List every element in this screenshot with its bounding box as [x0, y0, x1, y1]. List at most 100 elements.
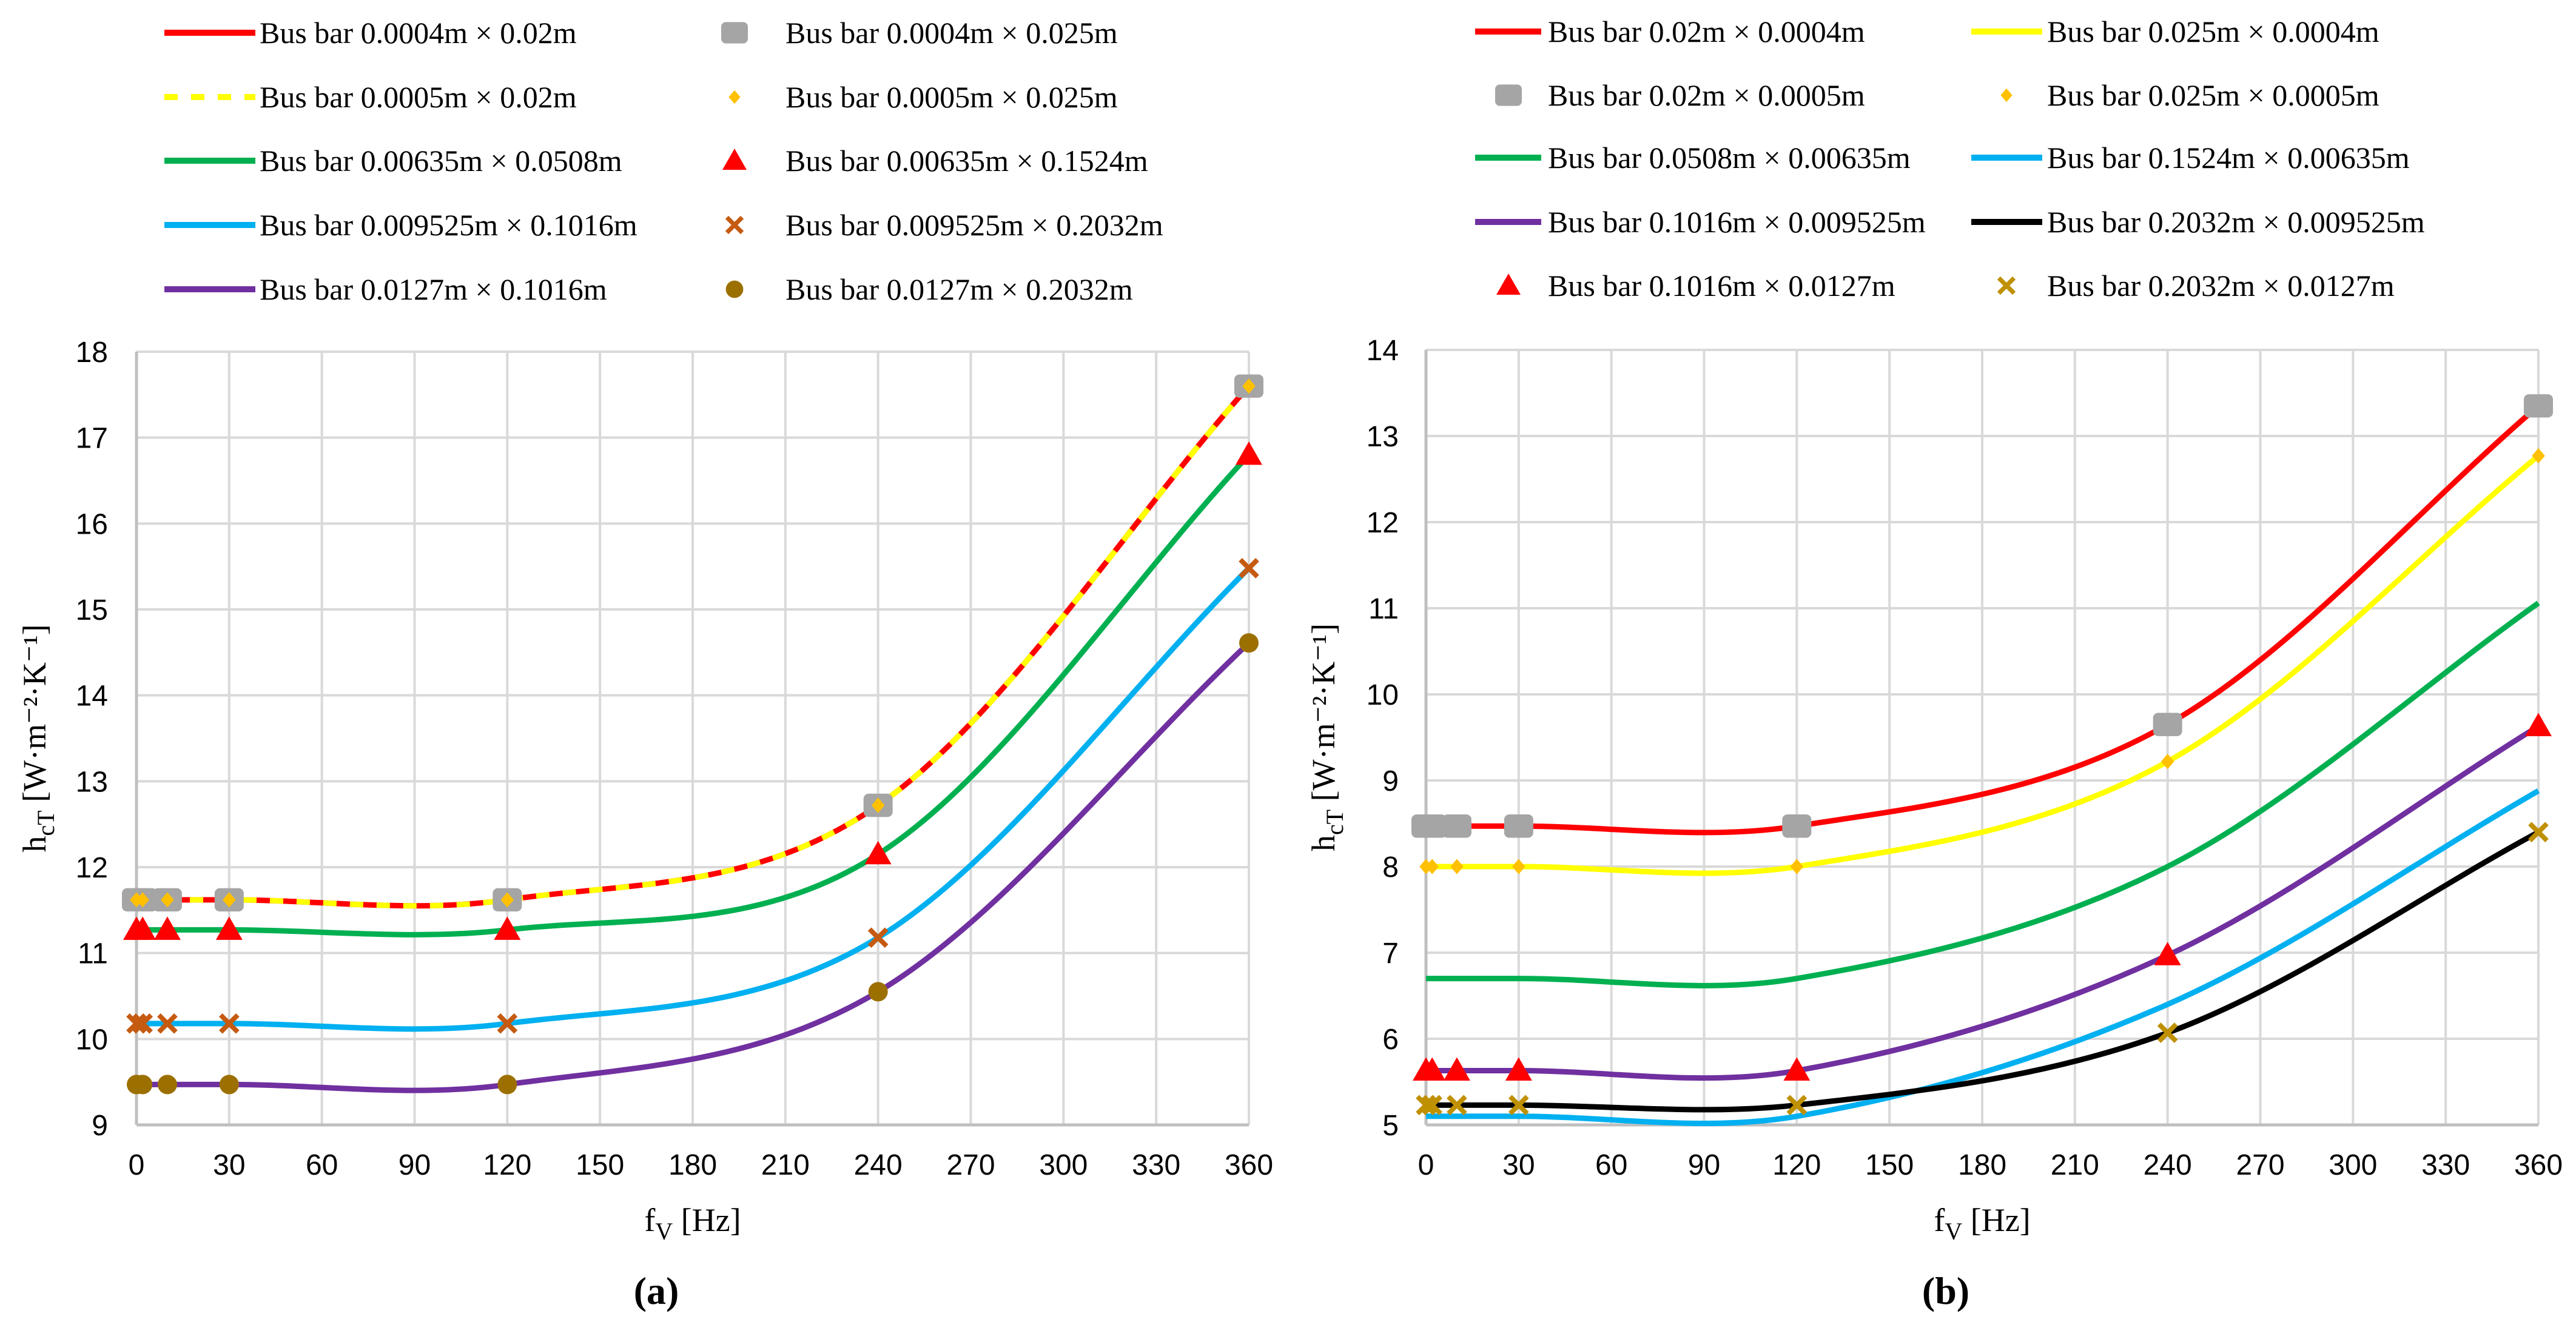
data-point-triangle	[215, 916, 243, 940]
y-tick-label: 13	[76, 766, 108, 798]
data-point-diamond	[2532, 448, 2545, 464]
x-label-sub: V	[1945, 1218, 1962, 1245]
legend-item: Bus bar 0.0005m × 0.02m	[164, 80, 577, 114]
legend-item: Bus bar 0.009525m × 0.2032m	[725, 208, 1163, 242]
data-point-square	[1504, 814, 1533, 838]
legend-label: Bus bar 0.0005m × 0.02m	[260, 80, 577, 114]
legend-marker-diamond	[2000, 88, 2013, 102]
data-point-cross	[1239, 558, 1259, 579]
data-point-diamond	[1242, 378, 1256, 394]
data-point-square	[1442, 814, 1471, 838]
legend-label: Bus bar 0.00635m × 0.1524m	[785, 144, 1148, 178]
data-point-diamond	[1450, 859, 1464, 874]
legend-label: Bus bar 0.02m × 0.0005m	[1548, 78, 1865, 112]
data-point-cross	[2528, 822, 2549, 843]
legend-item: Bus bar 0.1524m × 0.00635m	[1971, 141, 2410, 175]
x-tick-label: 210	[2051, 1149, 2099, 1181]
series-line	[136, 566, 1251, 1032]
x-tick-label: 30	[1502, 1149, 1535, 1181]
data-point-diamond	[871, 797, 885, 813]
data-point-circle	[157, 1075, 177, 1095]
data-point-cross	[1786, 1095, 1808, 1116]
legend-item: Bus bar 0.0004m × 0.02m	[164, 16, 577, 50]
panel-label: (a)	[634, 1269, 679, 1312]
y-tick-label: 12	[1367, 507, 1399, 539]
data-point-triangle	[494, 916, 521, 940]
x-tick-label: 180	[668, 1149, 717, 1181]
data-point-cross	[1422, 1095, 1443, 1116]
legend-marker-cross	[1997, 276, 2016, 295]
legend-label: Bus bar 0.1016m × 0.009525m	[1548, 205, 1926, 239]
legend-marker-square	[1495, 84, 1522, 106]
data-point-circle	[497, 1075, 517, 1095]
data-point-triangle	[153, 916, 181, 940]
legend-item: Bus bar 0.0127m × 0.1016m	[164, 272, 607, 306]
data-point-circle	[133, 1075, 153, 1095]
series-markers	[130, 378, 1256, 908]
legend-marker-diamond	[728, 90, 741, 104]
series-line	[136, 452, 1251, 938]
series-markers	[126, 558, 1259, 1034]
x-tick-label: 120	[1772, 1149, 1821, 1181]
legend-marker-cross	[725, 215, 744, 235]
legend-marker-triangle	[722, 149, 747, 170]
y-tick-label: 10	[1367, 679, 1399, 711]
data-point-cross	[2157, 1022, 2178, 1043]
series-line	[136, 640, 1251, 1093]
x-axis-label: fV [Hz]	[1934, 1202, 2030, 1245]
legend-label: Bus bar 0.2032m × 0.009525m	[2047, 205, 2425, 239]
legend-label: Bus bar 0.02m × 0.0004m	[1548, 15, 1865, 49]
y-tick-label: 15	[76, 594, 108, 626]
legend-label: Bus bar 0.00635m × 0.0508m	[260, 144, 622, 178]
y-tick-label: 5	[1382, 1110, 1399, 1142]
series-markers	[1411, 394, 2553, 838]
legend-item: Bus bar 0.0004m × 0.025m	[721, 16, 1118, 50]
y-axis-label: hcT [W·m⁻²·K⁻¹]	[16, 625, 59, 853]
y-label-main: h	[1305, 835, 1342, 851]
legend-label: Bus bar 0.0127m × 0.2032m	[785, 272, 1133, 306]
legend-label: Bus bar 0.025m × 0.0004m	[2047, 15, 2379, 49]
y-label-sub: cT	[1321, 810, 1348, 835]
y-label-unit: [W·m⁻²·K⁻¹]	[1305, 623, 1342, 810]
data-point-circle	[868, 982, 888, 1002]
data-point-triangle	[2154, 942, 2181, 965]
legend-label: Bus bar 0.0508m × 0.00635m	[1548, 141, 1911, 175]
legend-item: Bus bar 0.2032m × 0.009525m	[1971, 205, 2425, 239]
legend-label: Bus bar 0.009525m × 0.1016m	[260, 208, 637, 242]
y-tick-label: 12	[76, 852, 108, 884]
series-markers	[1419, 448, 2545, 874]
series-line	[1426, 723, 2540, 1081]
y-tick-label: 16	[76, 508, 108, 540]
series-markers	[1413, 713, 2552, 1081]
data-point-cross	[1447, 1095, 1467, 1116]
x-tick-label: 330	[2421, 1149, 2470, 1181]
data-point-diamond	[500, 892, 514, 908]
legend-label: Bus bar 0.0004m × 0.02m	[260, 16, 577, 50]
data-point-square	[2153, 713, 2182, 736]
legend-item: Bus bar 0.0508m × 0.00635m	[1475, 141, 1911, 175]
series-markers	[127, 633, 1259, 1095]
x-tick-label: 240	[854, 1149, 903, 1181]
data-point-square	[2524, 394, 2553, 418]
y-tick-label: 8	[1382, 851, 1399, 884]
y-tick-label: 7	[1382, 938, 1399, 970]
series-line	[1426, 830, 2540, 1113]
x-tick-label: 180	[1958, 1149, 2006, 1181]
data-point-cross	[219, 1013, 240, 1034]
legend-item: Bus bar 0.00635m × 0.1524m	[722, 144, 1148, 178]
legend-label: Bus bar 0.0127m × 0.1016m	[260, 272, 607, 306]
y-tick-label: 9	[92, 1110, 108, 1142]
x-label-unit: [Hz]	[1962, 1202, 2030, 1238]
x-tick-label: 330	[1132, 1149, 1180, 1181]
legend-label: Bus bar 0.0004m × 0.025m	[785, 16, 1118, 50]
legend-label: Bus bar 0.009525m × 0.2032m	[785, 208, 1163, 242]
x-tick-label: 90	[1688, 1149, 1720, 1181]
panel-label: (b)	[1922, 1269, 1969, 1312]
data-point-square	[1782, 814, 1812, 838]
legend-item: Bus bar 0.025m × 0.0004m	[1971, 15, 2379, 49]
legend-label: Bus bar 0.0005m × 0.025m	[785, 80, 1118, 114]
y-label-sub: cT	[32, 810, 59, 836]
x-tick-label: 240	[2144, 1149, 2192, 1181]
data-point-triangle	[2525, 713, 2552, 737]
